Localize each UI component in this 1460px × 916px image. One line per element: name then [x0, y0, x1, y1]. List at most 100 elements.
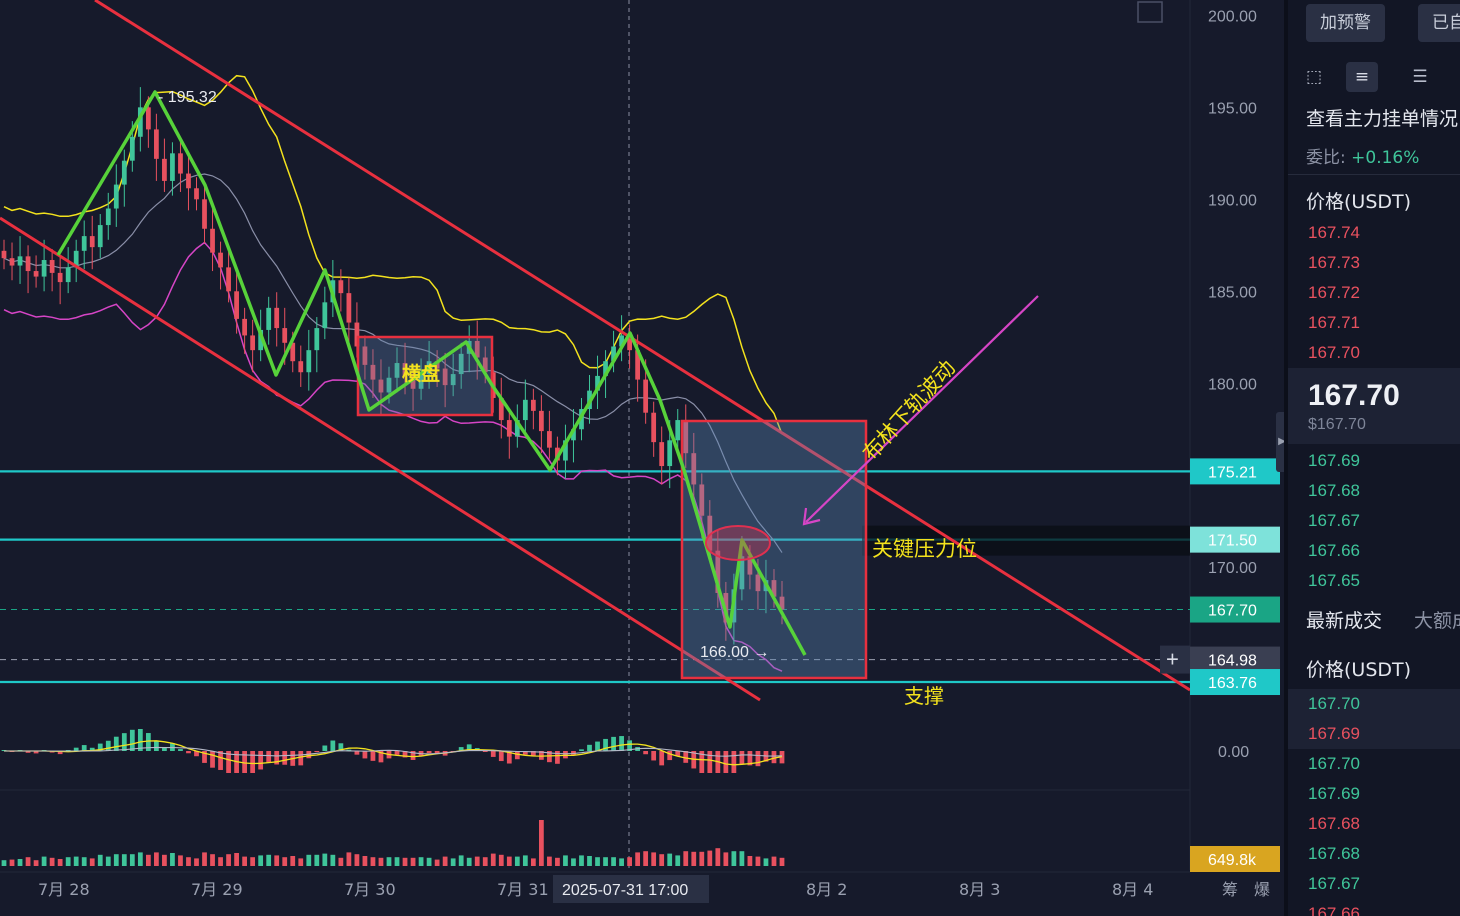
candle[interactable] — [370, 364, 376, 380]
bid-row[interactable]: 167.68 — [1308, 481, 1360, 500]
chart-area[interactable]: 横盘 布林下轨波动 关键压力位 支撑 - 195.32 166.00 → 200.00 195… — [0, 0, 1284, 916]
ask-row[interactable]: 167.72 — [1308, 283, 1360, 302]
candle[interactable] — [57, 272, 63, 283]
candle[interactable] — [450, 374, 456, 386]
candle[interactable] — [506, 420, 512, 437]
candle[interactable] — [571, 429, 576, 441]
candle[interactable] — [378, 379, 384, 393]
candle[interactable] — [41, 260, 47, 277]
candle[interactable] — [699, 484, 705, 516]
ask-row[interactable]: 167.70 — [1308, 343, 1360, 362]
candle[interactable] — [603, 361, 608, 376]
candle[interactable] — [234, 291, 239, 319]
candle[interactable] — [651, 412, 657, 443]
candle[interactable] — [498, 397, 504, 421]
candle[interactable] — [298, 361, 304, 373]
candle[interactable] — [643, 379, 649, 413]
candle[interactable] — [210, 228, 215, 253]
candle[interactable] — [667, 440, 673, 467]
candle[interactable] — [771, 580, 777, 597]
candle[interactable] — [89, 236, 95, 248]
candle[interactable] — [17, 256, 23, 266]
candle[interactable] — [458, 353, 464, 375]
candle[interactable] — [659, 442, 665, 467]
candle[interactable] — [715, 550, 721, 593]
candle[interactable] — [113, 184, 119, 209]
candle[interactable] — [482, 357, 488, 373]
candle[interactable] — [530, 399, 536, 411]
candle[interactable] — [434, 361, 440, 369]
tab-latest-trades[interactable]: 最新成交 — [1306, 610, 1383, 632]
candle[interactable] — [354, 322, 360, 347]
candle[interactable] — [33, 271, 39, 277]
layout-default-icon[interactable]: ⬚ — [1305, 67, 1323, 87]
ask-row[interactable]: 167.71 — [1308, 313, 1360, 332]
bid-row[interactable]: 167.66 — [1308, 541, 1360, 560]
layout-list-icon[interactable]: ☰ — [1412, 67, 1428, 87]
candle[interactable] — [129, 136, 135, 161]
layout-split-icon[interactable]: ≡ — [1346, 62, 1378, 92]
candle[interactable] — [282, 328, 288, 343]
candle[interactable] — [9, 258, 15, 266]
candle[interactable] — [306, 350, 312, 373]
candle[interactable] — [25, 256, 31, 272]
self-select-button[interactable]: 已自 — [1418, 4, 1460, 42]
candle[interactable] — [226, 267, 231, 292]
fullscreen-icon[interactable] — [1137, 1, 1163, 23]
candle[interactable] — [410, 375, 416, 389]
candle[interactable] — [691, 453, 697, 485]
candle[interactable] — [242, 318, 248, 336]
candle[interactable] — [170, 153, 175, 181]
candle[interactable] — [105, 208, 111, 226]
ask-row[interactable]: 167.73 — [1308, 253, 1360, 272]
candle[interactable] — [394, 363, 400, 378]
candle[interactable] — [322, 302, 328, 329]
candle[interactable] — [563, 440, 568, 461]
candle[interactable] — [747, 556, 753, 575]
candle[interactable] — [619, 335, 624, 347]
candle[interactable] — [218, 252, 223, 268]
candle[interactable] — [346, 293, 352, 323]
candle[interactable] — [755, 574, 761, 592]
candle[interactable] — [739, 556, 745, 590]
candle[interactable] — [627, 335, 632, 351]
candle[interactable] — [121, 160, 127, 185]
ask-row[interactable]: 167.74 — [1308, 223, 1360, 242]
candle[interactable] — [49, 260, 55, 273]
candle[interactable] — [474, 340, 480, 358]
candle[interactable] — [442, 368, 448, 386]
candle[interactable] — [266, 307, 272, 330]
candle[interactable] — [154, 129, 159, 159]
candle[interactable] — [595, 375, 600, 391]
candle[interactable] — [65, 267, 71, 283]
candle[interactable] — [258, 329, 264, 351]
candle[interactable] — [194, 188, 199, 200]
candle[interactable] — [73, 250, 79, 268]
order-book-title[interactable]: 查看主力挂单情况 — [1306, 108, 1459, 130]
candle[interactable] — [178, 153, 183, 174]
candle[interactable] — [290, 342, 296, 362]
candle[interactable] — [338, 280, 344, 294]
candle[interactable] — [675, 420, 681, 441]
candle[interactable] — [81, 236, 87, 251]
tab-large-trades[interactable]: 大额成 — [1414, 610, 1460, 632]
candle[interactable] — [547, 431, 552, 448]
crosshair-add-button[interactable] — [1160, 645, 1190, 674]
add-alert-button[interactable]: 加预警 — [1306, 4, 1385, 42]
candle[interactable] — [707, 515, 713, 551]
candle[interactable] — [538, 410, 544, 432]
candle[interactable] — [186, 173, 191, 189]
candle[interactable] — [386, 377, 392, 393]
candle[interactable] — [202, 199, 207, 229]
candle[interactable] — [145, 107, 151, 130]
candle[interactable] — [314, 328, 320, 351]
candle[interactable] — [611, 346, 616, 362]
candle[interactable] — [274, 307, 280, 329]
candle[interactable] — [402, 363, 408, 376]
candle[interactable] — [779, 596, 785, 610]
candle[interactable] — [514, 420, 520, 437]
candle[interactable] — [362, 346, 368, 365]
candle[interactable] — [97, 225, 103, 248]
candle[interactable] — [1, 250, 7, 259]
